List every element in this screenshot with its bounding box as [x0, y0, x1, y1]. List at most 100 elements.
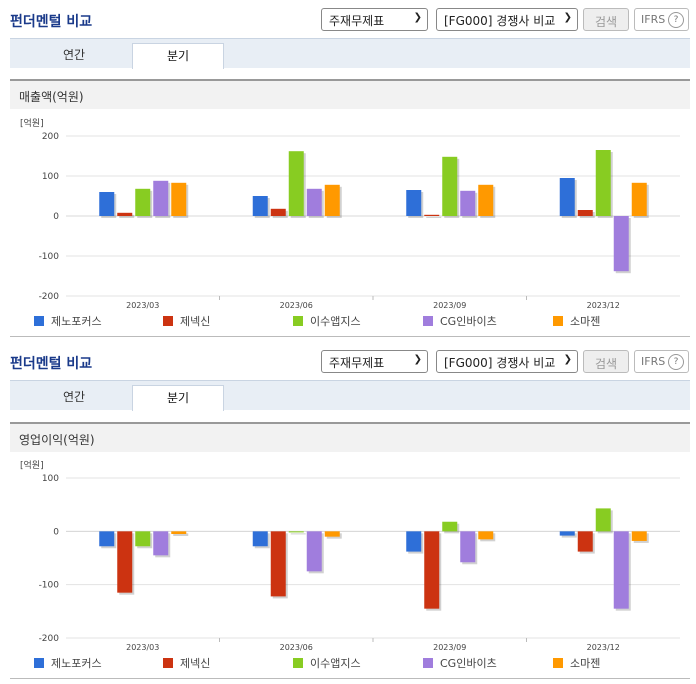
legend-label: 소마젠	[570, 657, 601, 670]
bar	[252, 531, 268, 547]
x-tick-label: 2023/06	[280, 643, 313, 652]
legend-swatch	[34, 658, 44, 668]
bar	[442, 156, 458, 216]
bar	[270, 531, 286, 597]
y-tick-label: 100	[42, 172, 59, 182]
fundamental-section-1: 펀더멘털 비교 주재무제표 ❯ [FG000] 경쟁사 비교 ❯ 검색 IFRS…	[0, 0, 696, 109]
bar	[288, 151, 304, 216]
unit-label: [억원]	[20, 459, 44, 471]
bar	[577, 531, 593, 552]
bar	[99, 531, 115, 547]
bar	[406, 531, 422, 552]
bar	[559, 178, 575, 216]
bar	[306, 531, 322, 572]
y-tick-label: 0	[53, 212, 59, 222]
section-title: 펀더멘털 비교	[10, 356, 93, 372]
section-title: 펀더멘털 비교	[10, 14, 93, 30]
legend-item: 제노포커스	[34, 313, 102, 329]
divider	[10, 336, 690, 337]
bar	[559, 531, 575, 536]
legend-item: 이수앱지스	[293, 655, 361, 671]
bar	[153, 180, 169, 216]
legend-item: CG인바이츠	[423, 655, 497, 671]
bar	[270, 208, 286, 216]
ifrs-button[interactable]: IFRS ?	[634, 350, 689, 373]
y-tick-label: 0	[53, 527, 59, 537]
chart-panel-title: 영업이익(억원)	[10, 422, 690, 452]
bar	[442, 521, 458, 532]
bar	[324, 184, 340, 216]
bar	[478, 531, 494, 540]
y-tick-label: 200	[42, 132, 59, 142]
legend-swatch	[163, 658, 173, 668]
operating-profit-chart: [억원] 100 0 -100 -200 2023/03 2023/06 2023/09 202…	[20, 459, 680, 652]
legend-label: 이수앱지스	[310, 657, 361, 670]
legend-label: CG인바이츠	[440, 315, 497, 328]
comparison-group-value: [FG000] 경쟁사 비교	[444, 356, 556, 370]
bar	[631, 531, 647, 541]
bar-shadow	[119, 214, 135, 218]
section-header: 펀더멘털 비교 주재무제표 ❯ [FG000] 경쟁사 비교 ❯ 검색 IFRS…	[0, 0, 696, 38]
help-icon[interactable]: ?	[668, 354, 684, 370]
chevron-down-icon: ❯	[563, 354, 572, 365]
legend-item: CG인바이츠	[423, 313, 497, 329]
x-tick-label: 2023/03	[126, 301, 159, 310]
bar	[613, 531, 629, 609]
legend-swatch	[553, 658, 563, 668]
legend-swatch	[553, 316, 563, 326]
comparison-group-select[interactable]: [FG000] 경쟁사 비교 ❯	[436, 350, 578, 373]
tab-quarterly[interactable]: 분기	[132, 385, 224, 411]
legend-label: 제넥신	[180, 315, 211, 328]
bar	[595, 508, 611, 532]
bar	[171, 531, 187, 534]
legend-item: 제노포커스	[34, 655, 102, 671]
legend-item: 소마젠	[553, 313, 600, 329]
tab-annual[interactable]: 연간	[62, 48, 86, 62]
y-tick-label: -200	[39, 634, 60, 644]
bar	[406, 190, 422, 216]
x-tick-label: 2023/06	[280, 301, 313, 310]
fundamental-section-2: 펀더멘털 비교 주재무제표 ❯ [FG000] 경쟁사 비교 ❯ 검색 IFRS…	[0, 342, 696, 452]
tab-annual[interactable]: 연간	[62, 390, 86, 404]
ifrs-button[interactable]: IFRS ?	[634, 8, 689, 31]
bar-shadow	[426, 216, 442, 218]
legend-swatch	[423, 658, 433, 668]
legend-item: 제넥신	[163, 655, 210, 671]
bar	[631, 182, 647, 216]
statement-type-select[interactable]: 주재무제표 ❯	[321, 350, 428, 373]
chart-panel-title: 매출액(억원)	[10, 79, 690, 109]
legend-swatch	[34, 316, 44, 326]
ifrs-label: IFRS	[641, 355, 666, 368]
help-icon[interactable]: ?	[668, 12, 684, 28]
bar	[577, 210, 593, 216]
comparison-group-value: [FG000] 경쟁사 비교	[444, 14, 556, 28]
bar	[324, 531, 340, 537]
bar	[117, 531, 133, 593]
chevron-down-icon: ❯	[413, 354, 422, 365]
legend-item: 제넥신	[163, 313, 210, 329]
bar-shadow	[173, 533, 189, 536]
divider	[10, 678, 690, 679]
search-button[interactable]: 검색	[583, 8, 629, 31]
search-button[interactable]: 검색	[583, 350, 629, 373]
bar-shadow	[290, 533, 306, 535]
period-tabs: 연간 분기	[10, 38, 690, 69]
y-tick-label: -100	[39, 252, 60, 262]
period-tabs: 연간 분기	[10, 380, 690, 411]
chevron-down-icon: ❯	[413, 12, 422, 23]
legend-item: 소마젠	[553, 655, 600, 671]
bar	[613, 216, 629, 272]
legend-label: 제노포커스	[51, 657, 102, 670]
legend-label: 제노포커스	[51, 315, 102, 328]
tab-quarterly[interactable]: 분기	[132, 43, 224, 69]
unit-label: [억원]	[20, 117, 44, 129]
x-tick-label: 2023/09	[433, 301, 466, 310]
statement-type-select[interactable]: 주재무제표 ❯	[321, 8, 428, 31]
legend-label: 제넥신	[180, 657, 211, 670]
bar	[171, 182, 187, 216]
bar	[135, 531, 151, 547]
bar	[153, 531, 169, 556]
x-tick-label: 2023/09	[433, 643, 466, 652]
x-tick-label: 2023/03	[126, 643, 159, 652]
comparison-group-select[interactable]: [FG000] 경쟁사 비교 ❯	[436, 8, 578, 31]
